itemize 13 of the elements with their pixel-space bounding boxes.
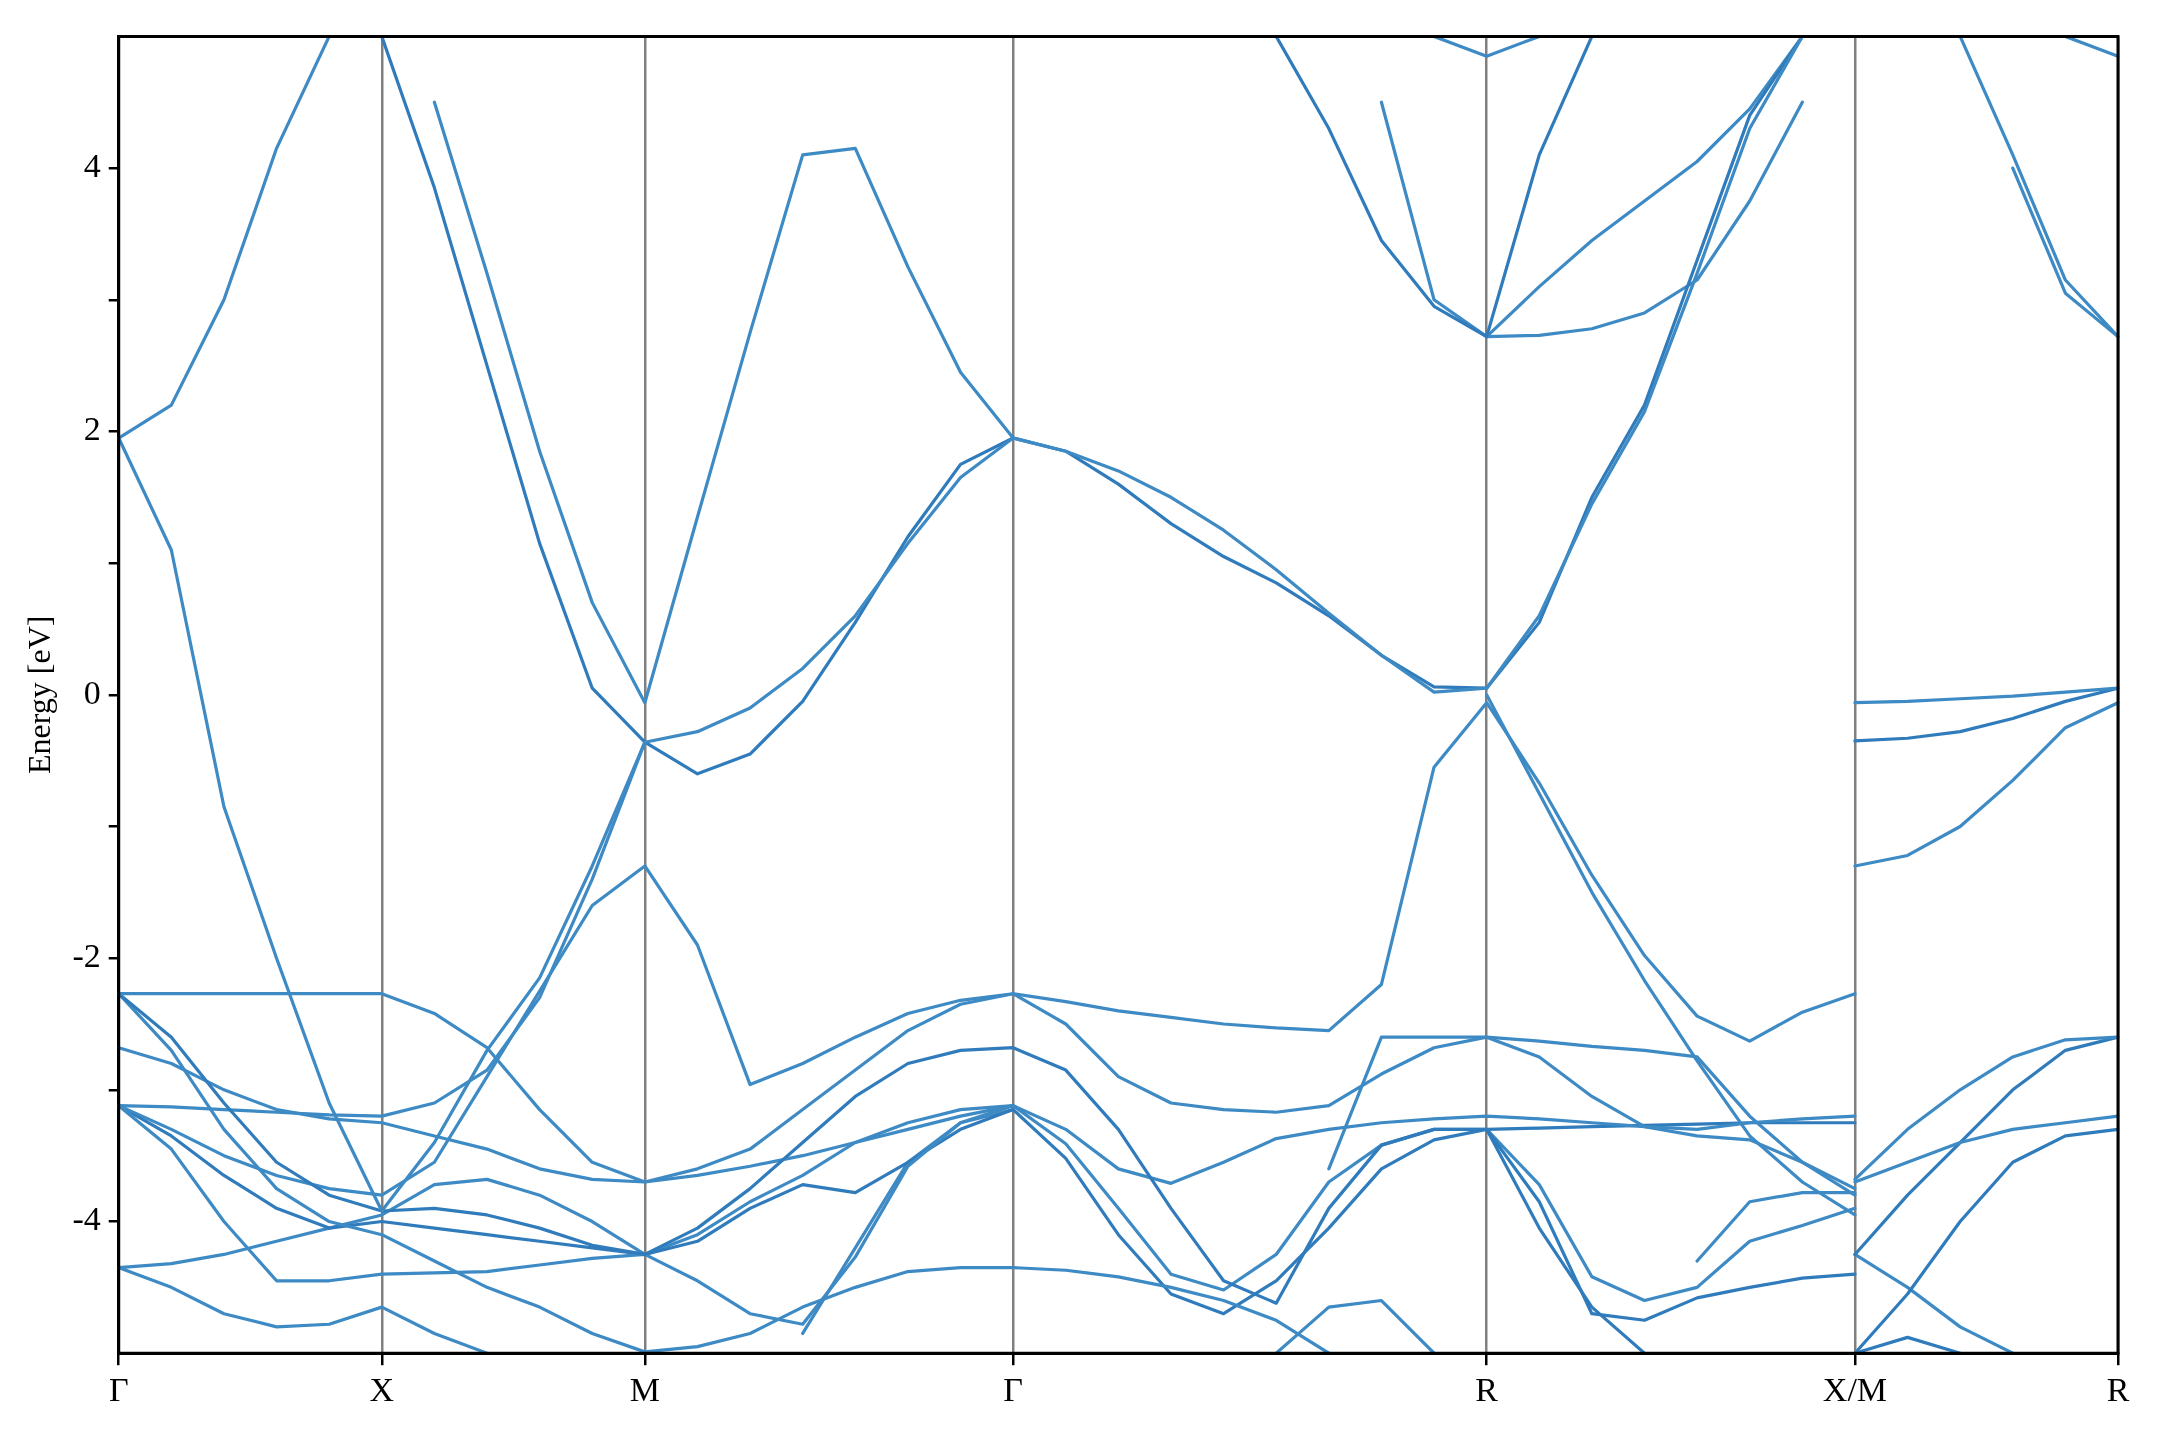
y-tick-label: 4 xyxy=(83,147,101,184)
x-tick-label: R xyxy=(1475,1370,1499,1408)
y-tick-label: -2 xyxy=(72,937,101,975)
y-axis-title: Energy [eV] xyxy=(20,615,57,775)
y-tick-label: -4 xyxy=(72,1200,101,1238)
x-tick-label: Γ xyxy=(1003,1370,1023,1408)
x-tick-label: Γ xyxy=(108,1370,129,1408)
x-tick-label: M xyxy=(629,1370,660,1408)
y-tick-label: 0 xyxy=(83,673,101,711)
x-tick-label: X/M xyxy=(1822,1370,1888,1408)
y-tick-label: 2 xyxy=(83,410,101,448)
x-tick-label: X xyxy=(369,1370,395,1408)
x-tick-label: R xyxy=(2106,1370,2130,1408)
